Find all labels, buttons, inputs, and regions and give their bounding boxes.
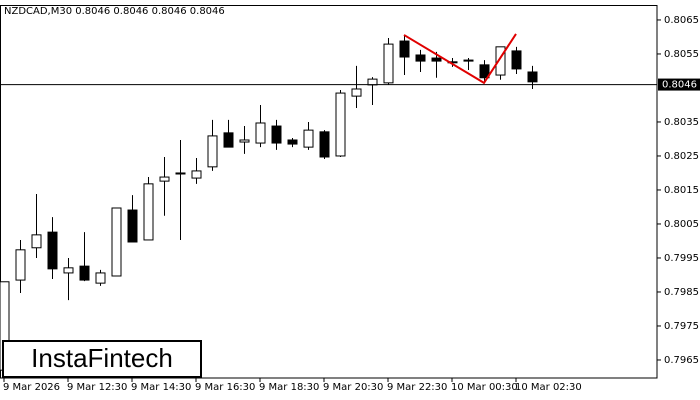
candle-body <box>63 267 74 274</box>
x-tick-label: 9 Mar 16:30 <box>195 382 255 393</box>
candle-body <box>239 139 250 143</box>
chart-title: NZDCAD,M30 0.8046 0.8046 0.8046 0.8046 <box>4 6 225 17</box>
candle-body <box>527 71 538 83</box>
candle-body <box>191 170 202 179</box>
candle-body <box>31 234 42 249</box>
candle-body <box>463 59 474 62</box>
candle-body <box>95 272 106 284</box>
y-tick-label: 0.8035 <box>664 117 699 128</box>
x-tick-label: 9 Mar 14:30 <box>131 382 191 393</box>
candle-body <box>127 209 138 243</box>
candle-body <box>111 207 122 277</box>
x-tick-label: 9 Mar 20:30 <box>323 382 383 393</box>
candle-body <box>431 57 442 62</box>
x-tick-label: 9 Mar 12:30 <box>67 382 127 393</box>
candle-body <box>79 265 90 281</box>
plot-frame <box>0 5 658 379</box>
candle-body <box>351 88 362 97</box>
candle-body <box>479 64 490 79</box>
y-tick-label: 0.7995 <box>664 253 699 264</box>
current-price-label: 0.8046 <box>662 80 697 91</box>
candle-body <box>143 183 154 241</box>
candle-body <box>399 40 410 58</box>
candle-body <box>335 92 346 157</box>
y-tick-label: 0.8065 <box>664 15 699 26</box>
candle-body <box>511 50 522 70</box>
candle-body <box>383 43 394 84</box>
x-tick-label: 9 Mar 2026 <box>3 382 60 393</box>
y-tick-label: 0.7965 <box>664 355 699 366</box>
y-tick-label: 0.8005 <box>664 219 699 230</box>
x-tick-label: 10 Mar 02:30 <box>515 382 582 393</box>
y-tick-label: 0.8025 <box>664 151 699 162</box>
candle-body <box>175 172 186 175</box>
candle-body <box>47 231 58 270</box>
logo-box <box>2 340 202 378</box>
candle-body <box>271 125 282 144</box>
y-tick-label: 0.8015 <box>664 185 699 196</box>
x-tick-label: 10 Mar 00:30 <box>451 382 518 393</box>
candle-body <box>159 176 170 182</box>
x-tick-label: 9 Mar 22:30 <box>387 382 447 393</box>
logo-text: InstaFintech <box>31 343 173 373</box>
candle-body <box>319 131 330 158</box>
candle-body <box>415 54 426 62</box>
candle-body <box>495 46 506 76</box>
candle-body <box>15 249 26 281</box>
current-price-box <box>658 78 700 91</box>
y-tick-label: 0.7985 <box>664 287 699 298</box>
candle-body <box>367 78 378 86</box>
candle-body <box>303 129 314 148</box>
y-tick-label: 0.8055 <box>664 49 699 60</box>
candle-body <box>207 135 218 168</box>
candle-body <box>255 122 266 144</box>
y-tick-label: 0.7975 <box>664 321 699 332</box>
x-tick-label: 9 Mar 18:30 <box>259 382 319 393</box>
candle-body <box>223 132 234 148</box>
pattern-line <box>403 33 517 85</box>
candle-body <box>287 139 298 145</box>
